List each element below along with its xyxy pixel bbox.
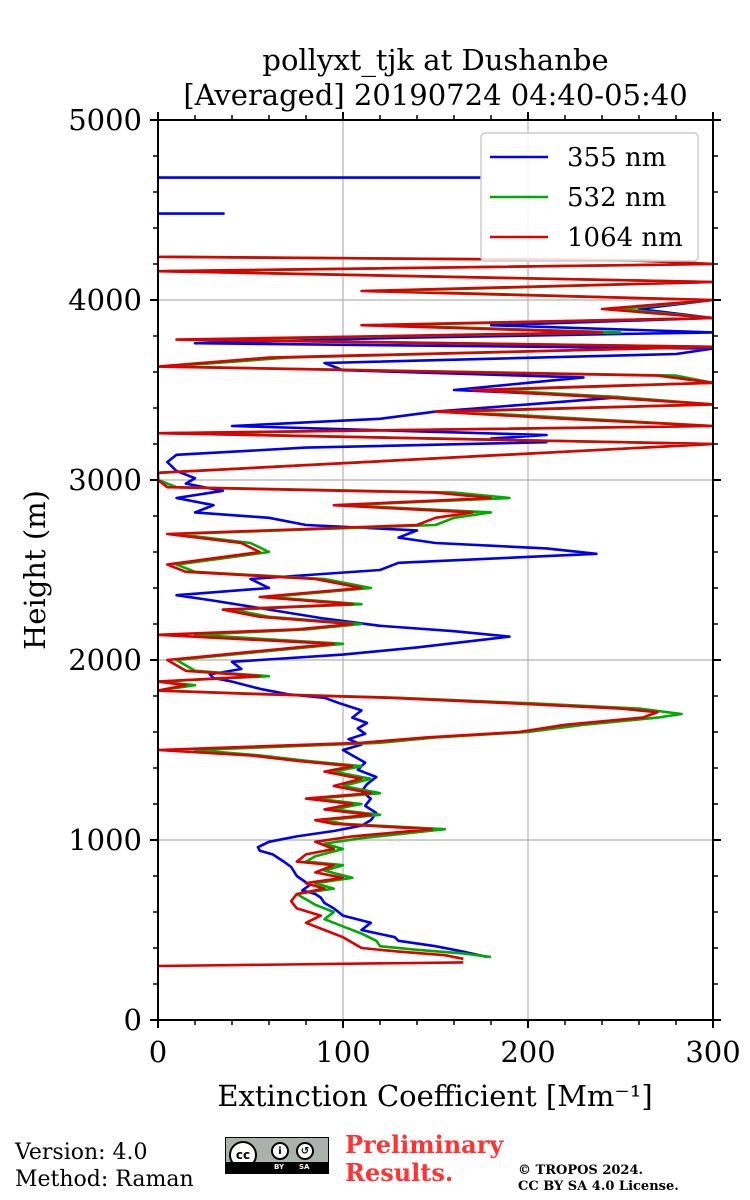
x-tick-label: 100 bbox=[315, 1035, 370, 1069]
x-tick-label: 0 bbox=[149, 1035, 167, 1069]
series-segment-1064-nm bbox=[158, 961, 464, 968]
legend-box bbox=[480, 132, 699, 262]
legend-label: 532 nm bbox=[567, 183, 666, 213]
y-tick-label: 0 bbox=[124, 1003, 142, 1037]
badge-by-label: BY bbox=[274, 1163, 285, 1171]
chart-title-line-2: [Averaged] 20190724 04:40-05:40 bbox=[183, 78, 688, 112]
axis-ticks bbox=[150, 112, 721, 1028]
badge-sa-label: SA bbox=[299, 1163, 310, 1171]
x-tick-label: 200 bbox=[500, 1035, 555, 1069]
preliminary-line-1: Preliminary bbox=[345, 1130, 504, 1159]
x-tick-label: 300 bbox=[685, 1035, 740, 1069]
preliminary-results-notice: Preliminary Results. bbox=[345, 1131, 503, 1187]
copyright-line-1: © TROPOS 2024. bbox=[518, 1163, 644, 1178]
cc-license-badge[interactable]: cc i ↺ BY SA bbox=[225, 1137, 329, 1174]
series-lines bbox=[158, 176, 713, 968]
copyright-notice: © TROPOS 2024. CC BY SA 4.0 License. bbox=[518, 1163, 679, 1195]
attribution-icon: i bbox=[271, 1142, 289, 1160]
legend: 355 nm 532 nm 1064 nm bbox=[480, 132, 699, 262]
copyright-line-2: CC BY SA 4.0 License. bbox=[518, 1179, 679, 1194]
badge-bottom-bar bbox=[226, 1162, 328, 1173]
y-tick-label: 3000 bbox=[68, 463, 142, 497]
legend-label: 1064 nm bbox=[567, 223, 683, 253]
version-text: Version: 4.0 bbox=[15, 1140, 148, 1165]
series-line-355-nm bbox=[166, 298, 713, 959]
plot-frame bbox=[157, 119, 714, 1021]
legend-label: 355 nm bbox=[567, 143, 666, 173]
share-alike-icon: ↺ bbox=[296, 1142, 314, 1160]
x-axis-label: Extinction Coefficient [Mm⁻¹] bbox=[217, 1079, 652, 1113]
preliminary-line-2: Results. bbox=[345, 1158, 454, 1187]
series-line-1064-nm bbox=[158, 255, 713, 961]
method-text: Method: Raman bbox=[15, 1167, 194, 1192]
y-tick-label: 2000 bbox=[68, 643, 142, 677]
y-tick-label: 4000 bbox=[68, 283, 142, 317]
y-axis-label: Height (m) bbox=[18, 490, 52, 650]
y-tick-label: 5000 bbox=[68, 103, 142, 137]
y-tick-label: 1000 bbox=[68, 823, 142, 857]
chart-title-line-1: pollyxt_tjk at Dushanbe bbox=[262, 43, 609, 77]
series-line-532-nm bbox=[158, 255, 713, 959]
